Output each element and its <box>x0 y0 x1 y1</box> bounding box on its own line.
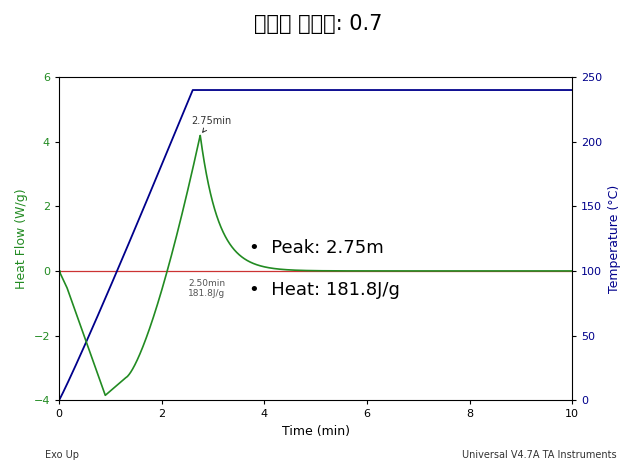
Text: •  Heat: 181.8J/g: • Heat: 181.8J/g <box>249 281 400 299</box>
Text: 2.50min
181.8J/g: 2.50min 181.8J/g <box>188 279 226 298</box>
Y-axis label: Temperature (°C): Temperature (°C) <box>608 184 621 293</box>
Y-axis label: Heat Flow (W/g): Heat Flow (W/g) <box>15 188 28 289</box>
Text: 경화제 당량비: 0.7: 경화제 당량비: 0.7 <box>254 14 382 34</box>
Text: •  Peak: 2.75m: • Peak: 2.75m <box>249 239 384 257</box>
Text: Exo Up: Exo Up <box>45 450 78 460</box>
Text: 2.75min: 2.75min <box>191 116 232 132</box>
X-axis label: Time (min): Time (min) <box>282 425 350 438</box>
Text: Universal V4.7A TA Instruments: Universal V4.7A TA Instruments <box>462 450 617 460</box>
